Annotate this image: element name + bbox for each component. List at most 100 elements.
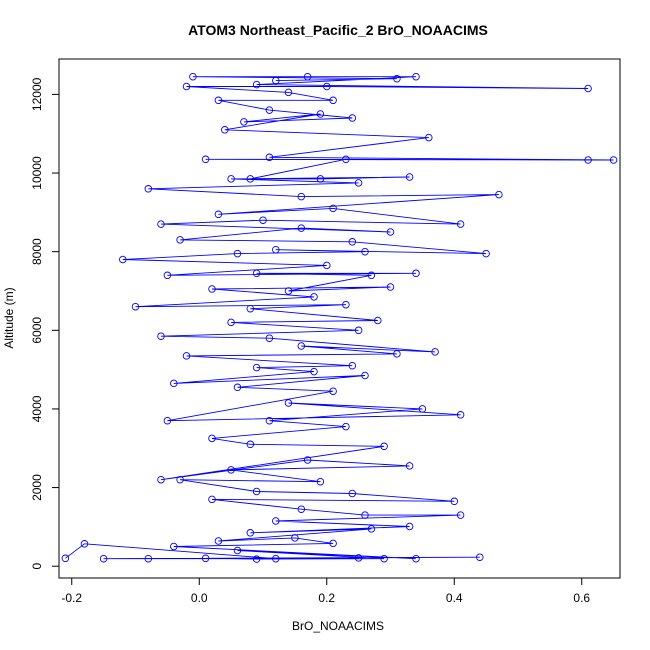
data-point bbox=[252, 80, 261, 89]
x-axis: -0.2 0.0 0.2 0.4 0.6 bbox=[61, 577, 590, 605]
data-point bbox=[61, 554, 70, 563]
y-axis: 0 2000 4000 6000 8000 10000 12000 bbox=[30, 77, 60, 570]
data-point bbox=[240, 118, 248, 126]
data-point bbox=[272, 76, 280, 85]
data-point bbox=[386, 283, 395, 291]
data-point bbox=[201, 155, 210, 164]
data-point bbox=[233, 546, 242, 555]
data-point bbox=[303, 456, 312, 464]
x-tick-label: 0.2 bbox=[318, 591, 335, 605]
data-point bbox=[189, 72, 197, 81]
x-tick-label: -0.2 bbox=[61, 591, 82, 605]
data-point bbox=[246, 175, 255, 183]
data-point bbox=[157, 220, 165, 228]
data-point bbox=[354, 326, 363, 335]
data-point bbox=[144, 554, 153, 563]
data-point bbox=[361, 511, 369, 519]
data-point bbox=[99, 554, 108, 563]
data-point bbox=[310, 367, 318, 376]
data-point bbox=[163, 271, 172, 280]
data-point bbox=[348, 361, 357, 370]
data-point bbox=[316, 477, 325, 486]
y-tick-label: 6000 bbox=[30, 317, 44, 344]
data-point bbox=[291, 534, 299, 542]
data-point bbox=[297, 342, 306, 350]
data-point bbox=[329, 204, 337, 213]
x-tick-label: 0.0 bbox=[191, 591, 208, 605]
data-point bbox=[157, 475, 165, 484]
data-point bbox=[119, 255, 127, 264]
data-point bbox=[431, 348, 439, 356]
data-point bbox=[380, 554, 388, 563]
data-point bbox=[284, 287, 293, 295]
data-point bbox=[144, 185, 153, 193]
series-line bbox=[65, 76, 614, 560]
x-tick-label: 0.4 bbox=[446, 591, 463, 605]
data-point bbox=[157, 332, 165, 340]
data-point bbox=[297, 505, 306, 513]
x-axis-label: BrO_NOAACIMS bbox=[292, 619, 384, 633]
data-point bbox=[412, 554, 420, 563]
data-point bbox=[131, 302, 140, 311]
data-point bbox=[584, 156, 592, 164]
data-point bbox=[354, 179, 363, 187]
data-point bbox=[374, 316, 382, 325]
data-point bbox=[208, 434, 216, 443]
data-point bbox=[201, 554, 210, 563]
data-point bbox=[329, 96, 337, 105]
data-point bbox=[495, 190, 503, 199]
data-point bbox=[456, 411, 465, 419]
data-point bbox=[227, 318, 235, 327]
data-point bbox=[265, 106, 274, 114]
y-tick-label: 4000 bbox=[30, 395, 44, 422]
data-point bbox=[265, 334, 274, 342]
data-point bbox=[329, 539, 337, 548]
data-point bbox=[354, 554, 363, 562]
data-point bbox=[329, 387, 337, 395]
data-point bbox=[310, 293, 318, 301]
data-point bbox=[176, 236, 184, 244]
data-point bbox=[233, 383, 242, 392]
data-point bbox=[456, 511, 465, 519]
data-point bbox=[405, 173, 414, 181]
data-point bbox=[380, 442, 388, 451]
data-point bbox=[367, 525, 376, 533]
data-point bbox=[176, 475, 184, 484]
data-point bbox=[348, 114, 357, 122]
data-point bbox=[584, 84, 592, 93]
data-point bbox=[221, 126, 229, 134]
data-point bbox=[348, 489, 357, 498]
data-point bbox=[386, 228, 395, 236]
data-point bbox=[348, 238, 357, 246]
data-point bbox=[303, 72, 312, 81]
y-tick-label: 0 bbox=[30, 563, 44, 570]
data-point bbox=[316, 175, 325, 183]
data-point bbox=[456, 220, 465, 228]
series-lines bbox=[65, 76, 614, 560]
data-point bbox=[450, 497, 459, 506]
data-point bbox=[297, 192, 306, 201]
data-point bbox=[393, 350, 401, 358]
data-point bbox=[342, 300, 350, 309]
data-point bbox=[367, 271, 376, 280]
data-point bbox=[214, 210, 223, 219]
data-point bbox=[252, 269, 261, 278]
data-point bbox=[265, 416, 274, 425]
data-point bbox=[265, 153, 274, 162]
data-point bbox=[412, 72, 420, 81]
data-point bbox=[208, 285, 216, 293]
data-point bbox=[412, 269, 420, 278]
data-point bbox=[316, 110, 325, 118]
data-point bbox=[214, 96, 223, 105]
data-point bbox=[259, 216, 267, 224]
data-point bbox=[214, 537, 223, 545]
data-point bbox=[227, 175, 235, 183]
data-point bbox=[297, 224, 306, 232]
data-point bbox=[246, 440, 255, 449]
data-point bbox=[609, 156, 618, 164]
data-point bbox=[208, 495, 216, 504]
data-point bbox=[252, 487, 261, 496]
data-point bbox=[482, 249, 490, 258]
y-tick-label: 12000 bbox=[30, 77, 44, 111]
